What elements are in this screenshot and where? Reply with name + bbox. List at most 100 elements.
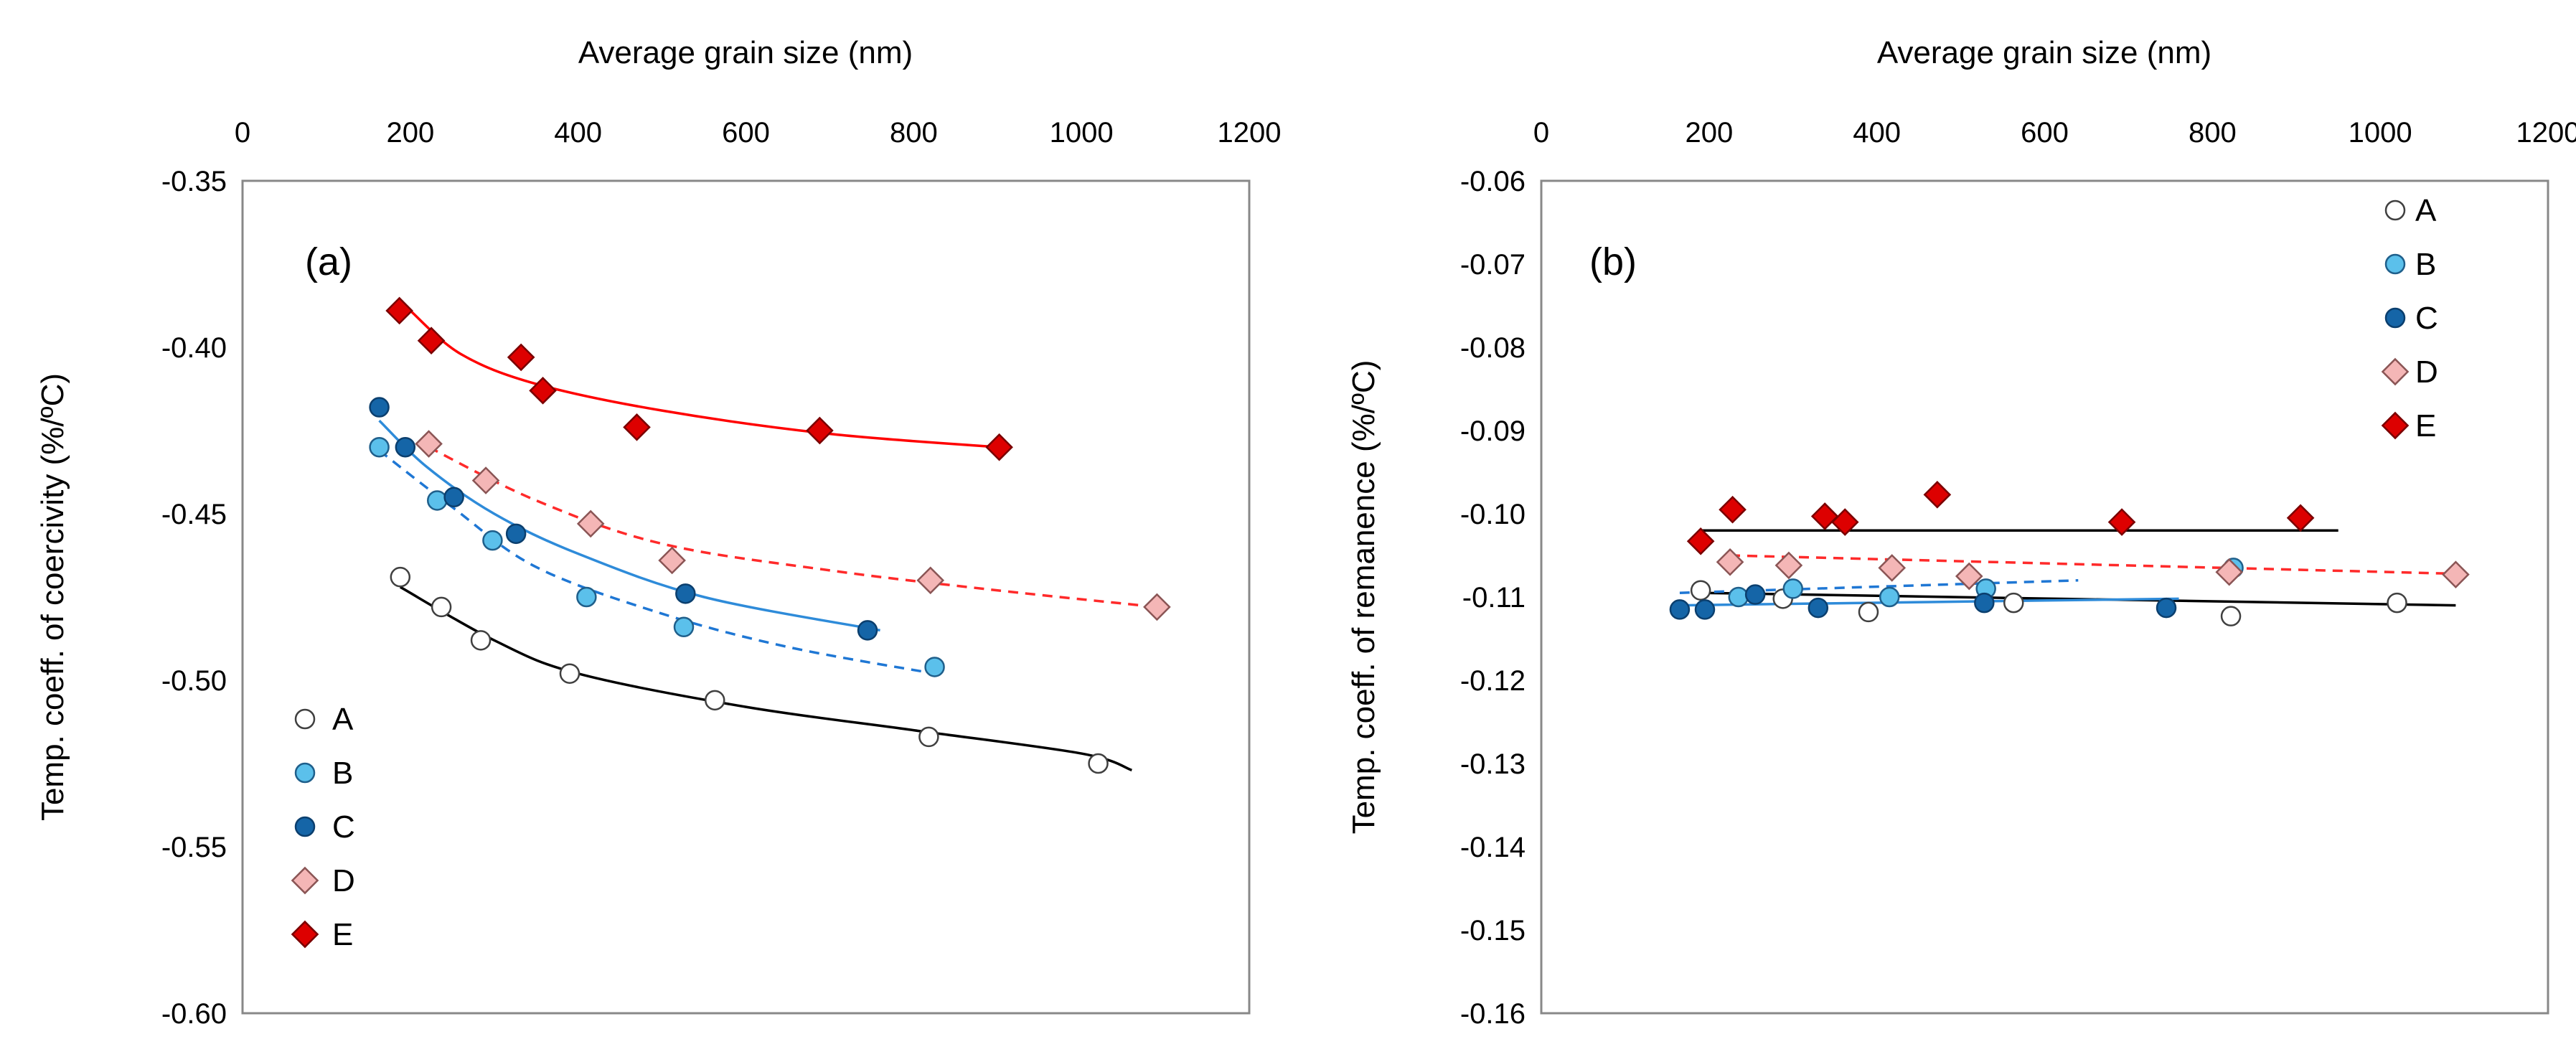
data-points xyxy=(369,296,1171,774)
legend-label-c: C xyxy=(2415,301,2438,336)
x-tick-label-400: 400 xyxy=(1853,117,1901,149)
point-e-1 xyxy=(1719,495,1747,524)
point-b-1 xyxy=(426,490,448,511)
point-c-1 xyxy=(395,436,416,458)
x-ticks: 0 200 400 600 800 1000 1200 xyxy=(235,117,1282,149)
point-a-6 xyxy=(1088,753,1109,774)
legend-label-e: E xyxy=(332,917,353,952)
point-d-1 xyxy=(471,466,500,494)
point-a-5 xyxy=(2387,592,2407,614)
x-tick-label-200: 200 xyxy=(386,117,434,149)
point-e-4 xyxy=(1923,481,1952,509)
fit-line-b xyxy=(1679,579,2079,594)
data-points xyxy=(1669,481,2470,626)
legend-label-b: B xyxy=(2415,247,2436,282)
y-tick-label-0-11: -0.11 xyxy=(1462,582,1526,614)
point-a-2 xyxy=(470,630,492,651)
y-axis-title: Temp. coeff. of remanence (%/ºC) xyxy=(1346,360,1381,835)
legend-marker-d xyxy=(2381,357,2410,386)
legend-label-a: A xyxy=(2415,193,2437,228)
fit-line-a xyxy=(399,586,1132,771)
legend-label-c: C xyxy=(332,809,355,845)
point-a-4 xyxy=(704,690,725,711)
point-d-0 xyxy=(415,430,443,458)
point-d-0 xyxy=(1716,548,1744,576)
point-e-2 xyxy=(507,343,535,372)
legend-marker-d xyxy=(291,866,319,895)
fit-line-d xyxy=(1730,554,2456,576)
point-e-6 xyxy=(985,433,1013,461)
x-tick-label-1200: 1200 xyxy=(2516,117,2576,149)
legend-label-b: B xyxy=(332,756,353,791)
point-b-0 xyxy=(369,436,390,458)
point-c-1 xyxy=(1694,599,1716,620)
legend-marker-b xyxy=(294,762,316,784)
panel-label: (b) xyxy=(1589,240,1637,283)
y-tick-label-0-09: -0.09 xyxy=(1460,415,1526,447)
x-tick-label-1200: 1200 xyxy=(1218,117,1282,149)
point-e-5 xyxy=(806,416,834,445)
point-b-3 xyxy=(576,586,597,608)
point-a-0 xyxy=(1690,580,1711,601)
fit-line-d xyxy=(428,446,1157,609)
legend-label-e: E xyxy=(2415,408,2436,443)
point-c-4 xyxy=(1974,592,1995,614)
point-e-2 xyxy=(1810,502,1839,530)
legend-marker-a xyxy=(2384,199,2406,221)
x-axis-title: Average grain size (nm) xyxy=(1877,35,2211,70)
fit-line-b xyxy=(378,449,935,675)
point-c-2 xyxy=(1744,584,1766,605)
y-tick-label-0-40: -0.40 xyxy=(161,332,227,364)
legend-marker-c xyxy=(2384,307,2406,329)
panel-label: (a) xyxy=(305,240,352,283)
plot-area-border xyxy=(241,179,1251,1015)
plot-area-border xyxy=(1540,179,2549,1015)
point-c-3 xyxy=(1808,597,1829,619)
point-b-2 xyxy=(482,530,503,551)
point-e-0 xyxy=(385,296,413,325)
y-tick-label-0-15: -0.15 xyxy=(1460,915,1526,946)
y-tick-label-0-16: -0.16 xyxy=(1460,998,1526,1030)
legend-marker-a xyxy=(294,708,316,730)
point-b-0 xyxy=(1728,586,1749,608)
x-ticks: 0 200 400 600 800 1000 1200 xyxy=(1533,117,2576,149)
point-b-5 xyxy=(924,657,945,677)
legend-marker-e xyxy=(291,920,319,949)
legend-marker-e xyxy=(2381,411,2410,440)
y-tick-label-0-08: -0.08 xyxy=(1460,332,1526,364)
x-axis-title: Average grain size (nm) xyxy=(578,35,913,70)
fit-line-e xyxy=(409,309,1000,448)
panel-a: Average grain size (nm) Temp. coeff. of … xyxy=(35,35,1281,1030)
panel-b: Average grain size (nm) Temp. coeff. of … xyxy=(1346,35,2576,1030)
point-c-2 xyxy=(443,487,464,508)
x-tick-label-800: 800 xyxy=(2189,117,2237,149)
point-a-0 xyxy=(390,566,411,588)
x-tick-label-800: 800 xyxy=(890,117,938,149)
point-a-1 xyxy=(431,596,452,618)
y-axis-title: Temp. coeff. of coercivity (%/ºC) xyxy=(35,373,70,821)
point-c-0 xyxy=(369,397,390,418)
fit-line-c xyxy=(1679,597,2179,607)
y-tick-label-0-14: -0.14 xyxy=(1460,832,1526,863)
point-e-1 xyxy=(417,327,446,355)
point-d-2 xyxy=(576,509,605,538)
point-d-5 xyxy=(1143,593,1171,621)
point-a-5 xyxy=(918,726,939,748)
point-c-3 xyxy=(505,523,527,545)
y-tick-label-0-35: -0.35 xyxy=(161,166,227,197)
point-c-0 xyxy=(1669,599,1691,620)
y-tick-label-0-07: -0.07 xyxy=(1460,249,1526,281)
x-tick-label-200: 200 xyxy=(1685,117,1733,149)
point-d-4 xyxy=(916,566,945,595)
y-tick-label-0-10: -0.10 xyxy=(1460,499,1526,530)
point-d-3 xyxy=(658,546,686,575)
point-c-5 xyxy=(2156,597,2177,619)
point-e-6 xyxy=(2286,504,2315,532)
point-c-4 xyxy=(675,583,696,604)
x-tick-label-1000: 1000 xyxy=(1050,117,1114,149)
legend-label-a: A xyxy=(332,702,354,737)
y-tick-label-0-55: -0.55 xyxy=(161,832,227,863)
x-tick-label-600: 600 xyxy=(2021,117,2069,149)
